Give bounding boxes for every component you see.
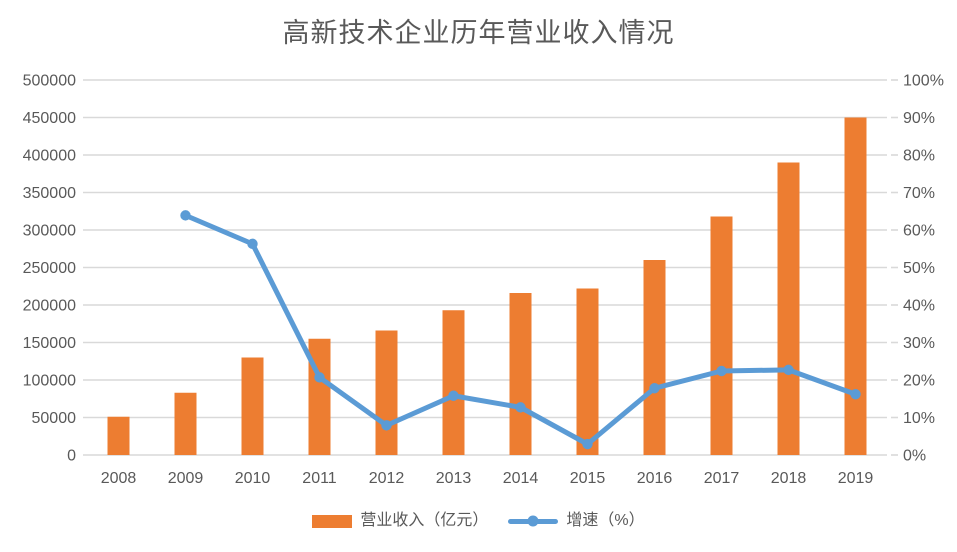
legend-line-label: 增速（%） (566, 512, 645, 529)
revenue-bar (576, 288, 599, 455)
y-axis-label-right: 40% (903, 298, 935, 315)
revenue-bar (777, 162, 800, 455)
y-axis-label-right: 10% (903, 410, 935, 427)
revenue-bar (509, 293, 532, 455)
x-axis-label: 2008 (101, 470, 137, 487)
y-axis-label-right: 70% (903, 185, 935, 202)
revenue-bar (710, 216, 733, 455)
growth-line-marker-icon (247, 238, 258, 250)
y-axis-label-right: 100% (903, 73, 944, 90)
y-axis-label-left: 500000 (23, 73, 76, 90)
growth-line-marker-icon (716, 365, 727, 377)
growth-line-marker-icon (649, 383, 660, 394)
x-axis-label: 2018 (771, 470, 807, 487)
revenue-bar (844, 117, 867, 455)
legend-bar-swatch-icon (312, 514, 353, 528)
x-axis-label: 2014 (503, 470, 539, 487)
growth-line-marker-icon (314, 372, 325, 383)
revenue-bar (442, 310, 465, 455)
x-axis-label: 2012 (369, 470, 405, 487)
revenue-bar (375, 330, 398, 455)
x-axis-label: 2009 (168, 470, 204, 487)
growth-line-marker-icon (850, 389, 861, 400)
x-axis-label: 2015 (570, 470, 606, 487)
growth-line-marker-icon (582, 438, 593, 450)
y-axis-label-left: 350000 (23, 185, 76, 202)
growth-line-marker-icon (448, 390, 459, 401)
legend-bar-label: 营业收入（亿元） (360, 512, 489, 529)
growth-line-marker-icon (515, 402, 526, 413)
chart-legend: 营业收入（亿元） 增速（%） (0, 510, 957, 532)
x-axis-label: 2011 (302, 470, 337, 487)
growth-line-marker-icon (180, 210, 191, 221)
x-axis-label: 2016 (637, 470, 673, 487)
revenue-bar (107, 416, 130, 455)
revenue-bar (241, 357, 264, 455)
x-axis-label: 2017 (704, 470, 740, 487)
y-axis-label-left: 250000 (23, 260, 76, 277)
growth-line-marker-icon (783, 364, 794, 376)
y-axis-label-right: 0% (903, 448, 926, 465)
y-axis-label-left: 150000 (23, 335, 76, 352)
y-axis-label-left: 450000 (23, 110, 76, 127)
chart-title: 高新技术企业历年营业收入情况 (282, 18, 675, 48)
revenue-bar (174, 392, 197, 455)
y-axis-label-right: 90% (903, 110, 935, 127)
y-axis-label-right: 20% (903, 373, 935, 390)
y-axis-label-left: 400000 (23, 148, 76, 165)
y-axis-label-left: 300000 (23, 223, 76, 240)
y-axis-label-right: 30% (903, 335, 935, 352)
x-axis-label: 2013 (436, 470, 472, 487)
y-axis-label-left: 100000 (23, 373, 76, 390)
legend-line-marker-icon (527, 515, 539, 527)
y-axis-label-left: 200000 (23, 298, 76, 315)
y-axis-label-right: 80% (903, 148, 935, 165)
y-axis-label-right: 60% (903, 223, 935, 240)
y-axis-label-left: 0 (67, 448, 76, 465)
legend-line-swatch-icon (508, 515, 559, 527)
y-axis-label-right: 50% (903, 260, 935, 277)
revenue-bar (643, 260, 666, 455)
revenue-bar (308, 338, 331, 455)
x-axis-label: 2010 (235, 470, 271, 487)
x-axis-label: 2019 (838, 470, 874, 487)
growth-line-marker-icon (381, 420, 392, 431)
y-axis-label-left: 50000 (32, 410, 77, 427)
